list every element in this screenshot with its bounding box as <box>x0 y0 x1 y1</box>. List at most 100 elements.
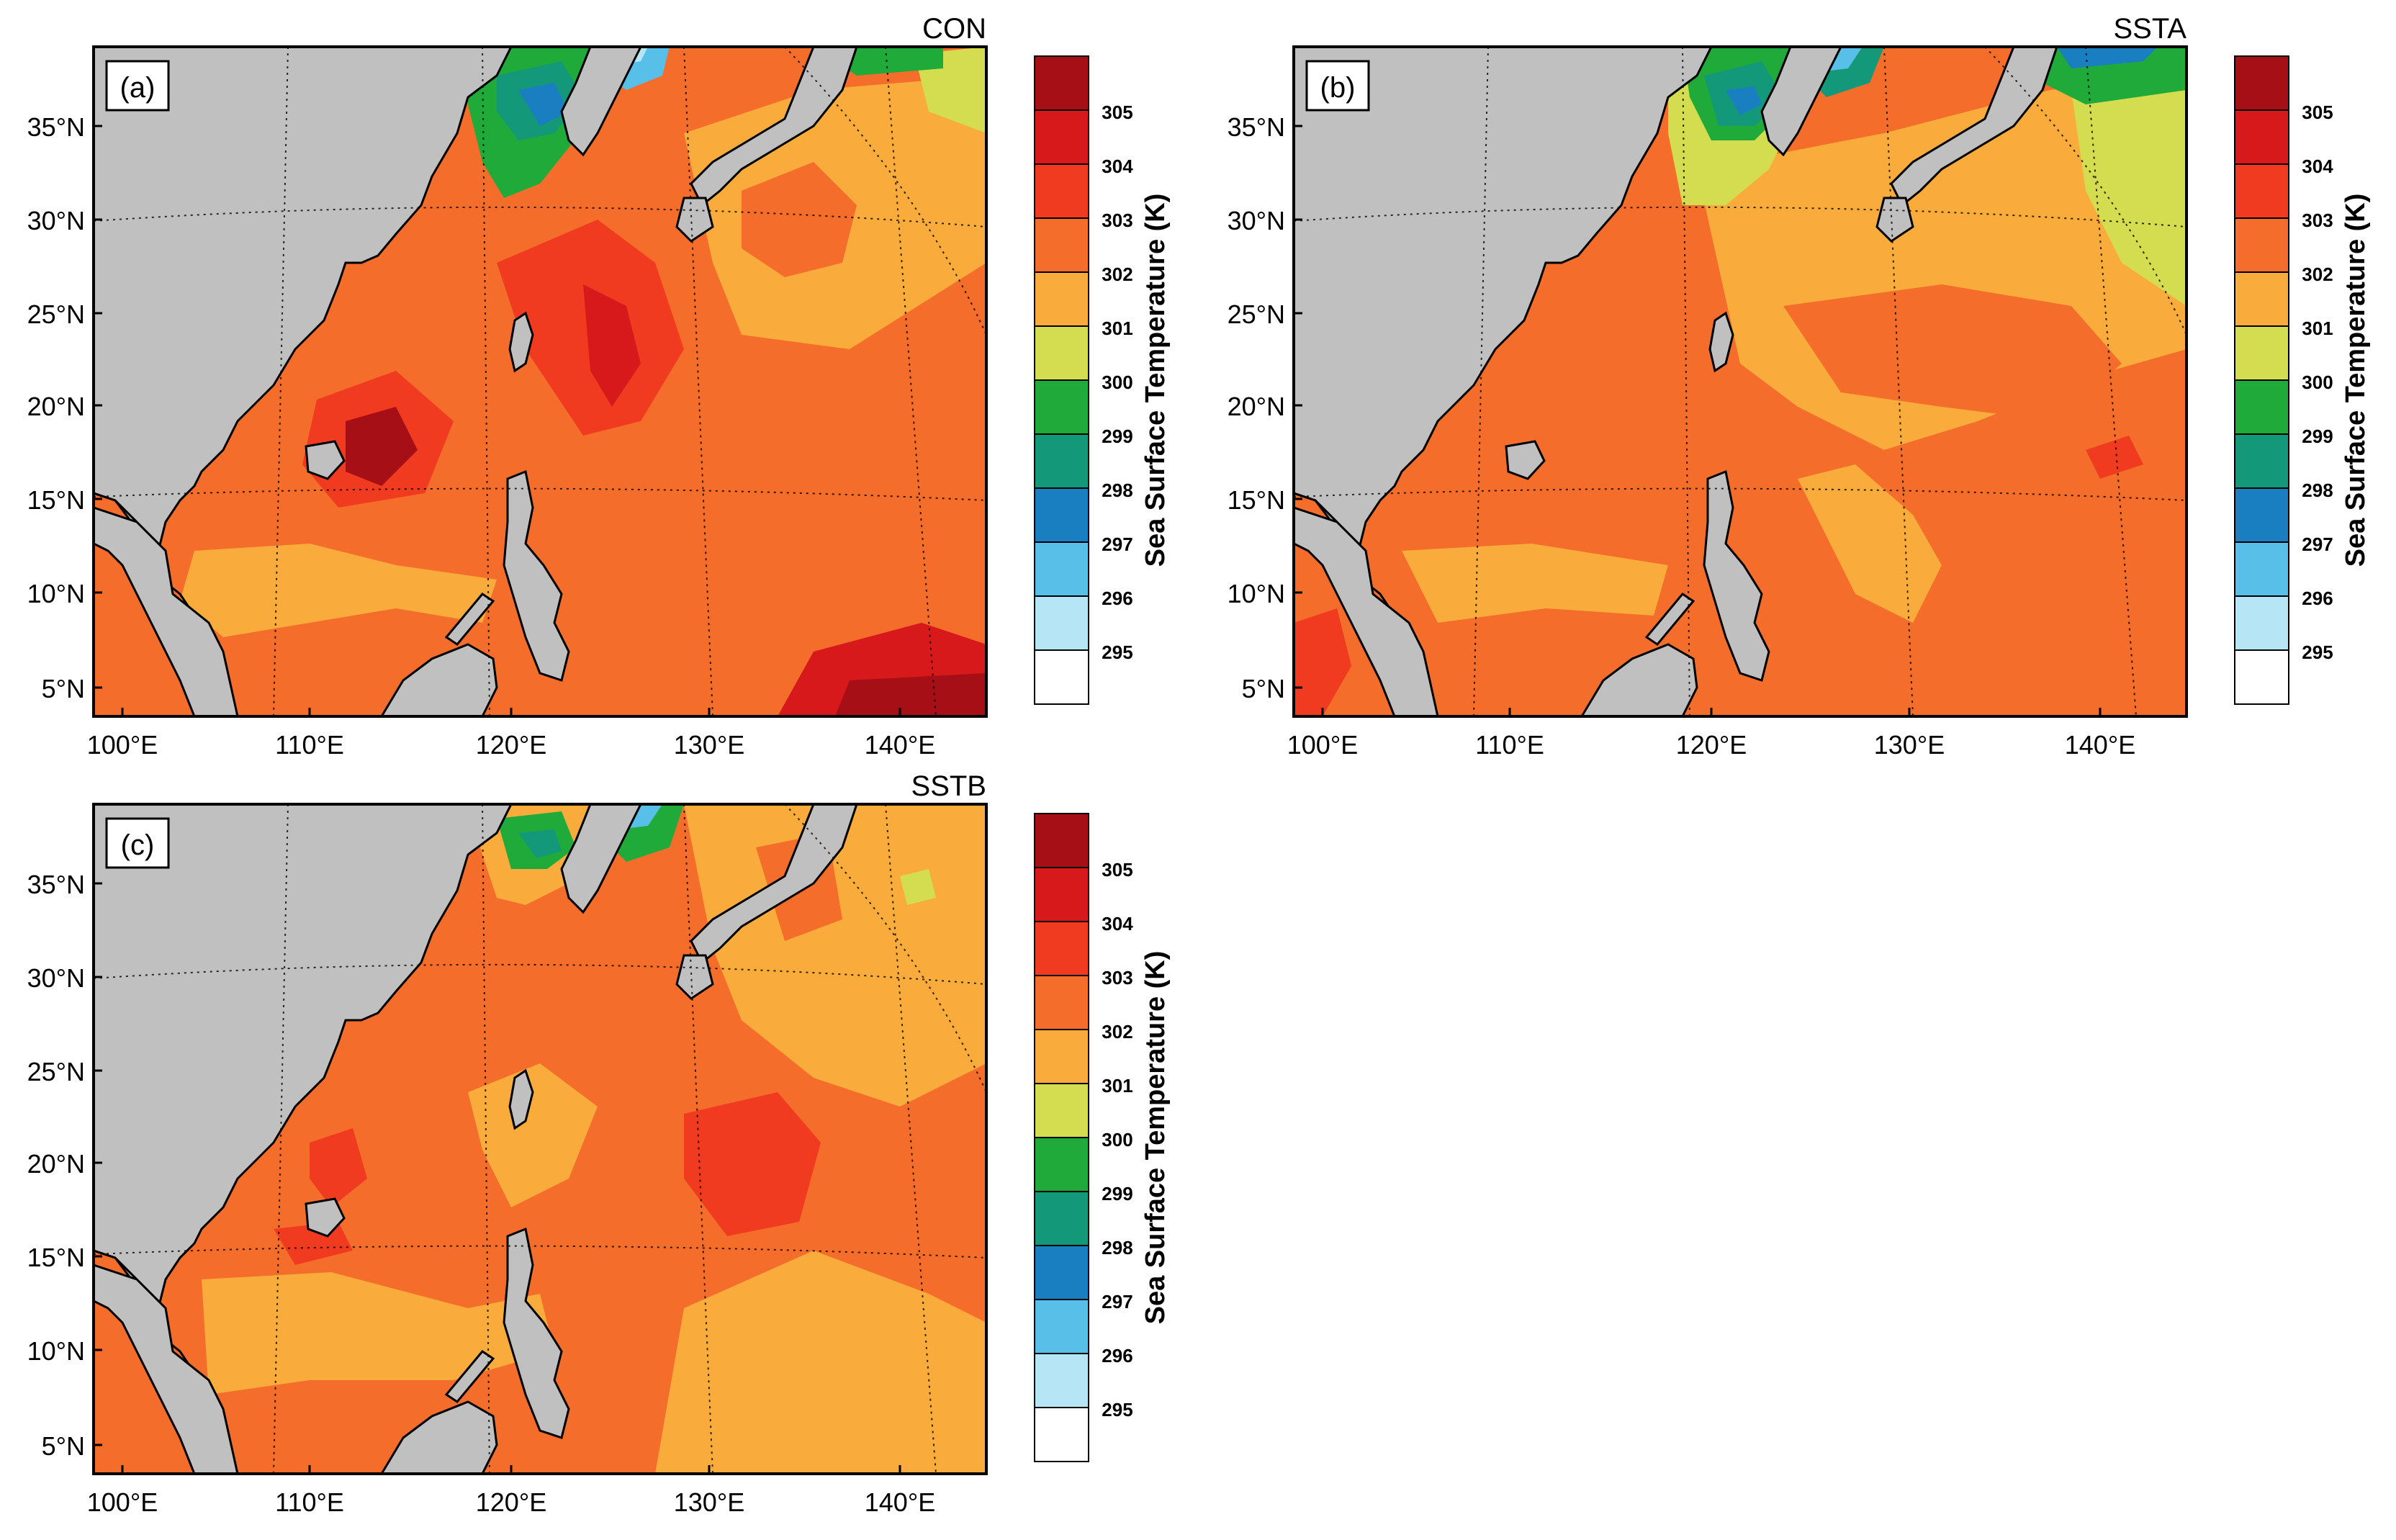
colorbar-tick-c-4: 302 <box>1102 1021 1132 1043</box>
panel-c-label: (c) <box>121 829 155 861</box>
colorbar-tick-a-4: 302 <box>1102 264 1132 285</box>
colorbar-tick-c-10: 296 <box>1102 1345 1132 1366</box>
lon-tick-label-b-1: 110°E <box>1475 730 1544 760</box>
colorbar-swatch-b-8 <box>2234 487 2289 543</box>
colorbar-swatch-a-9 <box>1034 541 1089 597</box>
lon-tick-label-b-4: 140°E <box>2065 730 2135 760</box>
lat-tick-label-c-6: 5°N <box>42 1431 85 1461</box>
lat-tick-label-a-6: 5°N <box>42 674 85 703</box>
lat-tick-label-c-1: 30°N <box>27 963 85 993</box>
lat-tick-label-a-0: 35°N <box>27 112 85 142</box>
colorbar-swatch-a-2 <box>1034 163 1089 219</box>
panel-con: (a) CON <box>92 13 988 718</box>
lat-tick-label-b-2: 25°N <box>1228 300 1285 329</box>
colorbar-tick-b-3: 303 <box>2302 210 2333 231</box>
colorbar-swatch-c-2 <box>1034 921 1089 976</box>
colorbar-swatch-c-6 <box>1034 1137 1089 1192</box>
lon-tick-label-a-4: 140°E <box>865 730 935 760</box>
colorbar-tick-a-11: 295 <box>1102 641 1132 663</box>
colorbar-swatch-a-1 <box>1034 109 1089 165</box>
colorbar-tick-a-9: 297 <box>1102 533 1132 555</box>
colorbar-swatch-b-7 <box>2234 433 2289 489</box>
lat-tick-label-a-3: 20°N <box>27 392 85 421</box>
lon-tick-label-b-2: 120°E <box>1676 730 1747 760</box>
lon-tick-label-c-1: 110°E <box>275 1487 344 1517</box>
colorbar-tick-b-5: 301 <box>2302 318 2333 339</box>
colorbar-swatch-b-10 <box>2234 595 2289 651</box>
colorbar-title-c: Sea Surface Temperature (K) <box>1140 951 1171 1325</box>
colorbar-swatch-a-3 <box>1034 217 1089 273</box>
colorbar-tick-a-3: 303 <box>1102 210 1132 231</box>
panel-a-title: CON <box>922 13 986 45</box>
colorbar-swatch-b-11 <box>2234 649 2289 705</box>
lat-tick-label-b-4: 15°N <box>1228 485 1285 515</box>
colorbar-tick-c-8: 298 <box>1102 1237 1132 1258</box>
colorbar-swatch-a-5 <box>1034 325 1089 381</box>
colorbar-tick-c-7: 299 <box>1102 1183 1132 1204</box>
colorbar-tick-c-5: 301 <box>1102 1075 1132 1097</box>
lat-tick-label-b-1: 30°N <box>1228 206 1285 235</box>
lat-tick-label-c-0: 35°N <box>27 870 85 899</box>
colorbar-swatch-b-4 <box>2234 271 2289 327</box>
colorbar-tick-b-8: 298 <box>2302 479 2333 501</box>
colorbar-tick-c-9: 297 <box>1102 1291 1132 1312</box>
colorbar-swatch-c-8 <box>1034 1245 1089 1300</box>
colorbar-swatch-a-8 <box>1034 487 1089 543</box>
colorbar-swatch-c-9 <box>1034 1299 1089 1354</box>
colorbar-swatch-c-10 <box>1034 1353 1089 1408</box>
lat-tick-label-b-5: 10°N <box>1228 579 1285 608</box>
lon-tick-label-c-3: 130°E <box>674 1487 744 1517</box>
colorbar-tick-a-2: 304 <box>1102 156 1133 177</box>
lat-tick-label-c-4: 15°N <box>27 1243 85 1272</box>
panel-b-title: SSTA <box>2113 13 2186 45</box>
colorbar-tick-a-1: 305 <box>1102 102 1132 123</box>
panel-b-label: (b) <box>1320 72 1356 104</box>
colorbar-swatch-a-10 <box>1034 595 1089 651</box>
panel-sstb: (c) SSTB <box>92 770 988 1475</box>
colorbar-swatch-c-1 <box>1034 867 1089 922</box>
lat-tick-label-a-4: 15°N <box>27 485 85 515</box>
colorbar-tick-b-6: 300 <box>2302 372 2333 393</box>
colorbar-swatch-a-6 <box>1034 379 1089 435</box>
lon-tick-label-a-1: 110°E <box>275 730 344 760</box>
lat-tick-label-b-6: 5°N <box>1242 674 1285 703</box>
colorbar-tick-a-7: 299 <box>1102 425 1132 447</box>
lat-tick-label-c-3: 20°N <box>27 1149 85 1179</box>
lat-tick-label-a-5: 10°N <box>27 579 85 608</box>
colorbar-swatch-c-7 <box>1034 1191 1089 1246</box>
colorbar-swatch-b-6 <box>2234 379 2289 435</box>
colorbar-tick-a-8: 298 <box>1102 479 1132 501</box>
colorbar-swatch-a-0 <box>1034 55 1089 111</box>
colorbar-tick-b-11: 295 <box>2302 641 2333 663</box>
colorbar-tick-a-6: 300 <box>1102 372 1132 393</box>
colorbar-tick-c-6: 300 <box>1102 1129 1132 1151</box>
colorbar-swatch-b-5 <box>2234 325 2289 381</box>
lon-tick-label-c-4: 140°E <box>865 1487 935 1517</box>
lon-tick-label-b-3: 130°E <box>1874 730 1945 760</box>
colorbar-swatch-b-3 <box>2234 217 2289 273</box>
colorbar-swatch-a-7 <box>1034 433 1089 489</box>
lat-tick-label-b-0: 35°N <box>1228 112 1285 142</box>
colorbar-swatch-c-4 <box>1034 1029 1089 1084</box>
lon-tick-label-b-0: 100°E <box>1287 730 1358 760</box>
lat-tick-label-c-2: 25°N <box>27 1057 85 1086</box>
lat-tick-label-b-3: 20°N <box>1228 392 1285 421</box>
colorbar-tick-c-3: 303 <box>1102 967 1132 989</box>
panel-a-label: (a) <box>120 72 156 104</box>
colorbar-tick-c-1: 305 <box>1102 859 1132 881</box>
colorbar-swatch-c-11 <box>1034 1407 1089 1462</box>
colorbar-tick-a-10: 296 <box>1102 587 1132 609</box>
colorbar-title-b: Sea Surface Temperature (K) <box>2341 194 2371 567</box>
colorbar-tick-b-9: 297 <box>2302 533 2333 555</box>
colorbar-tick-b-4: 302 <box>2302 264 2333 285</box>
colorbar-swatch-c-5 <box>1034 1083 1089 1138</box>
colorbar-tick-c-11: 295 <box>1102 1399 1132 1420</box>
lon-tick-label-c-0: 100°E <box>87 1487 158 1517</box>
lat-tick-label-c-5: 10°N <box>27 1336 85 1366</box>
colorbar-swatch-b-2 <box>2234 163 2289 219</box>
lon-tick-label-a-2: 120°E <box>476 730 546 760</box>
colorbar-title-a: Sea Surface Temperature (K) <box>1140 194 1171 567</box>
colorbar-swatch-b-1 <box>2234 109 2289 165</box>
